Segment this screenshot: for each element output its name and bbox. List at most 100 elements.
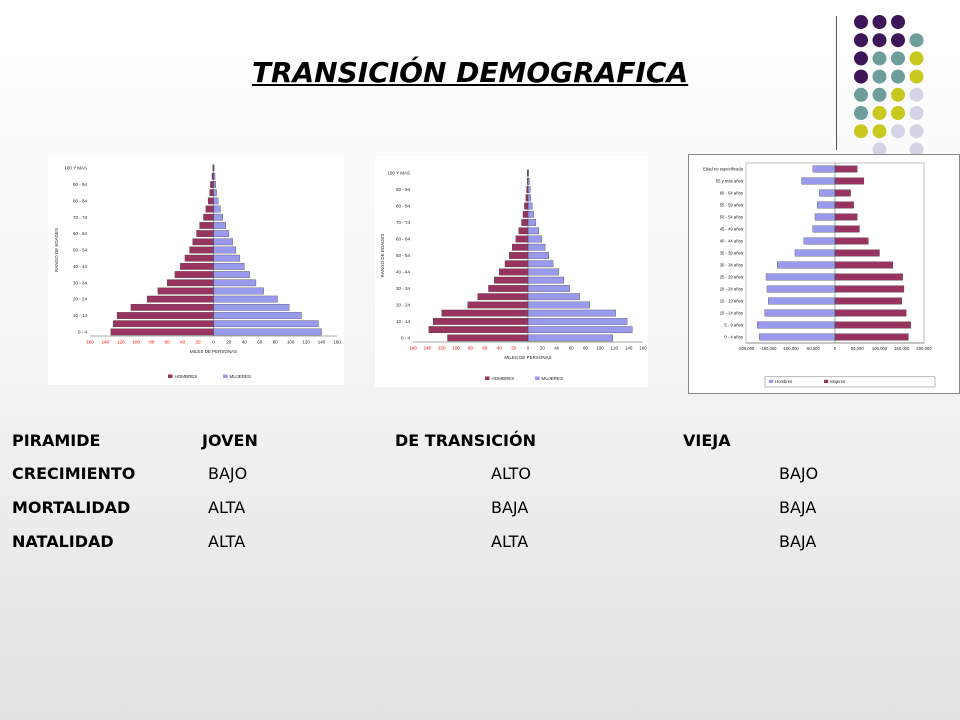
x-tick-label: 100 [287,340,295,345]
legend-label-mujeres: MUJERES [542,376,564,381]
x-tick-label: 120 [117,340,125,345]
decorative-dot [909,142,924,157]
decorative-dot [854,15,868,29]
x-tick-label: 60 [165,340,171,345]
x-tick-label: 0 [834,346,837,351]
decorative-dot-grid [854,15,924,157]
decorative-dot [872,33,887,48]
age-label: 10 - 14 [396,319,411,324]
table-header-joven: JOVEN [202,431,258,450]
x-tick-label: 20 [511,346,517,351]
age-label: 30 - 34 años [720,262,743,267]
x-tick-label: -200,000 [738,346,755,351]
legend-label-mujeres: Mujeres [830,379,845,384]
age-label: 40 - 44 años [720,238,743,243]
decorative-dot [854,33,868,48]
x-tick-label: 120 [438,346,446,351]
age-label: 80 - 84 [73,198,88,203]
x-tick-label: 160 [409,346,417,351]
pyramid-chart-vieja: 0 - 4 años 5 - 9 años 10 - 14 años 15 - 19 … [703,162,936,388]
age-label: 20 - 24 [73,297,88,302]
age-label: 0 - 4 años [724,334,743,339]
table-cell: ALTO [491,464,532,483]
age-label: 90 - 94 [396,187,411,192]
table-row-label: MORTALIDAD [12,498,131,517]
x-axis-title: MILES DE PERSONAS [504,355,551,360]
x-tick-label: 150,000 [894,346,910,351]
x-tick-label: 200,000 [916,346,932,351]
chart-panel-joven: 0 - 4 10 - 14 20 - 24 30 - 34 40 - 44 50 - 54… [48,153,344,385]
chart-panel-transicion: 0 - 4 10 - 14 20 - 24 30 - 34 40 - 44 50 - 54… [375,156,648,387]
decorative-dot [891,51,905,66]
age-label: 60 - 64 [396,237,411,242]
age-label: 0 - 4 [401,335,411,340]
age-label: 30 - 34 [73,280,88,285]
age-label: 20 - 24 años [720,286,743,291]
decorative-dot [891,106,905,120]
chart-panel-vieja: 0 - 4 años 5 - 9 años 10 - 14 años 15 - 19 … [688,154,960,394]
legend-swatch-hombres [168,374,173,378]
age-label: 10 - 14 años [720,310,743,315]
table-cell: BAJA [491,498,529,517]
decorative-dot [909,124,924,139]
age-label: 100 Y MAS [64,166,87,171]
age-label: 90 - 94 [73,182,88,187]
decorative-dot [909,87,924,102]
x-tick-label: 0 [212,340,215,345]
page-title: TRANSICIÓN DEMOGRAFICA [251,56,689,89]
decorative-dot [872,87,887,102]
table-cell: BAJA [779,532,817,551]
x-tick-label: 60 [257,340,263,345]
x-tick-label: 100 [452,346,460,351]
x-tick-label: -100,000 [782,346,799,351]
x-tick-label: 140 [318,340,326,345]
age-label: 40 - 44 [73,264,88,269]
table-cell: BAJO [208,464,248,483]
x-tick-label: 60 [569,346,575,351]
x-tick-label: -150,000 [760,346,777,351]
age-label: Edad no especificada [703,166,744,171]
x-tick-label: 80 [468,346,474,351]
pyramid-chart-joven: 0 - 4 10 - 14 20 - 24 30 - 34 40 - 44 50 - 54… [54,164,341,379]
y-axis-title: RANGO DE EDADES [380,234,385,278]
x-tick-label: 140 [424,346,432,351]
age-label: 35 - 39 años [720,250,743,255]
table-row-label: NATALIDAD [12,532,114,551]
legend-swatch-mujeres [223,374,228,378]
age-label: 5 - 9 años [724,322,743,327]
decorative-dot [872,124,887,139]
decorative-dot [872,15,887,29]
age-label: 10 - 14 [73,313,88,318]
x-tick-label: 20 [226,340,232,345]
decorative-dot [854,51,868,66]
decorative-dot [891,124,905,139]
x-tick-label: 20 [540,346,546,351]
x-tick-label: 100 [133,340,141,345]
decorative-dot [891,15,905,29]
age-label: 70 - 74 [73,215,88,220]
decorative-dot [854,69,868,84]
legend-label-hombres: HOMBRES [492,376,515,381]
decorative-dot [891,33,905,48]
decorative-dot [891,87,905,102]
age-label: 0 - 4 [78,329,88,334]
table-row-label: CRECIMIENTO [12,464,136,483]
legend-label-hombres: HOMBRES [175,374,198,379]
decorative-divider [836,16,837,150]
decorative-dot [909,69,924,84]
table-cell: BAJA [779,498,817,517]
x-tick-label: 160 [333,340,341,345]
legend-swatch-hombres [769,379,774,383]
legend-box [764,376,936,388]
age-label: 25 - 29 años [720,274,743,279]
table-cell: ALTA [491,532,529,551]
x-tick-label: 80 [273,340,279,345]
x-tick-label: 60 [482,346,488,351]
age-label: 70 - 74 [396,220,411,225]
x-tick-label: 100 [596,346,604,351]
decorative-dot [909,33,924,48]
age-label: 60 - 64 [73,231,88,236]
decorative-dot [872,51,887,66]
decorative-dot [872,106,887,120]
